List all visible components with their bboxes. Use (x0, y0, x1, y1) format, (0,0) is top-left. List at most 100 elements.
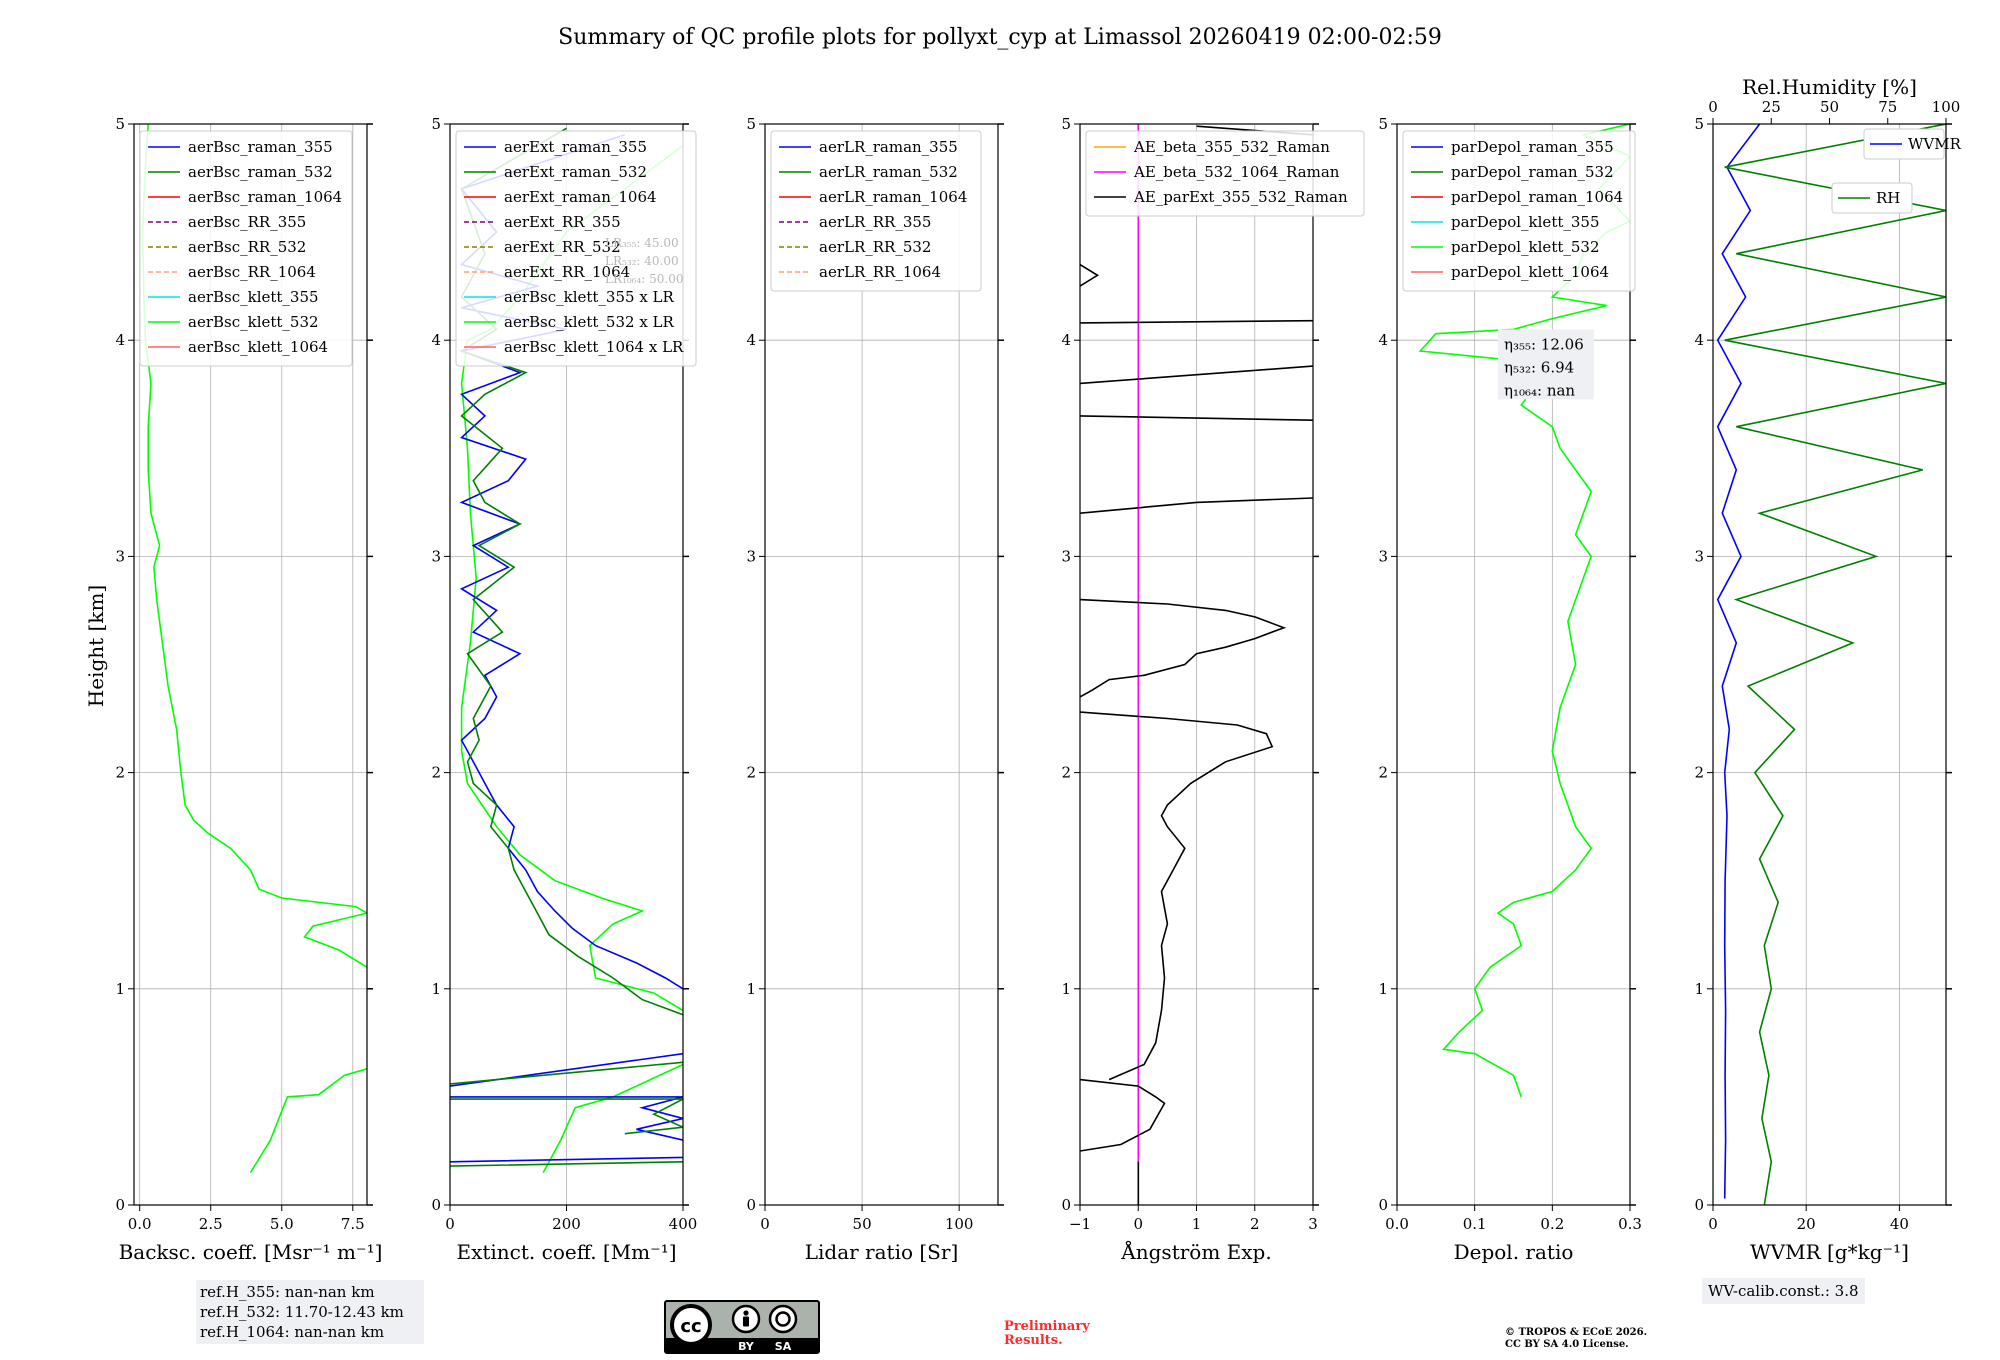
plot-frame (1712, 123, 1947, 1206)
legend-label: aerBsc_raman_355 (188, 138, 333, 156)
y-tick-label: 3 (1378, 547, 1388, 565)
legend-label: parDepol_raman_1064 (1451, 188, 1623, 206)
x-tick-label: 3 (1308, 1215, 1318, 1233)
x-axis-label: Depol. ratio (1454, 1240, 1574, 1264)
legend-label: aerBsc_raman_532 (188, 163, 333, 181)
y-tick-label: 2 (115, 764, 125, 782)
preliminary-note: Preliminary Results. (1004, 1320, 1090, 1348)
legend-label: aerBsc_klett_1064 x LR (504, 338, 684, 356)
legend-label: aerBsc_raman_1064 (188, 188, 342, 206)
legend-WVMR: WVMR (1863, 128, 1962, 160)
legend-label: parDepol_klett_1064 (1451, 263, 1609, 281)
x-tick-label: 0 (760, 1215, 770, 1233)
series-WVMR (1716, 124, 1761, 1199)
sa-icon (768, 1304, 798, 1334)
legend-box (1085, 130, 1365, 217)
x-tick-label: 50 (853, 1215, 872, 1233)
legend-label: aerBsc_klett_532 x LR (504, 313, 675, 331)
legend-label: WVMR (1908, 135, 1962, 153)
legend: AE_beta_355_532_Raman AE_beta_532_1064_Ra… (1085, 130, 1365, 217)
x-tick-label: 100 (945, 1215, 974, 1233)
y-tick-label: 5 (1694, 115, 1704, 133)
eta-value: η₃₅₅: 12.06 (1504, 335, 1584, 353)
legend: aerBsc_raman_355 aerBsc_raman_532 aerBsc_r… (139, 130, 353, 367)
y-tick-label: 5 (115, 115, 125, 133)
legend-box (455, 130, 697, 367)
legend-box (1863, 128, 1945, 160)
x-tick-label: 5.0 (270, 1215, 294, 1233)
legend-label: RH (1876, 189, 1900, 207)
y-tick-label: 2 (746, 764, 756, 782)
series-aerExt_raman_355 (450, 134, 683, 1163)
reference-height-info: ref.H_355: nan-nan km ref.H_532: 11.70-1… (196, 1280, 424, 1344)
y-tick-label: 2 (1378, 764, 1388, 782)
y-tick-label: 2 (1694, 764, 1704, 782)
series-aerExt_raman_532 (450, 127, 683, 1167)
x-tick-label: 0.0 (128, 1215, 152, 1233)
series-AE_parExt_355_532_Raman (1080, 125, 1313, 1205)
x-tick-label: 200 (552, 1215, 581, 1233)
eta-value: η₁₀₆₄: nan (1504, 381, 1575, 399)
legend-label: aerBsc_klett_1064 (188, 338, 328, 356)
ref-height-355: ref.H_355: nan-nan km (200, 1283, 375, 1301)
y-tick-label: 5 (1378, 115, 1388, 133)
legend-label: aerBsc_RR_532 (188, 238, 306, 256)
legend-label: aerLR_RR_355 (819, 213, 931, 231)
x-tick-label: 400 (669, 1215, 698, 1233)
y-tick-label: 5 (1061, 115, 1071, 133)
legend-label: aerBsc_RR_355 (188, 213, 306, 231)
legend-box (1831, 182, 1913, 214)
legend-label: AE_beta_532_1064_Raman (1133, 163, 1340, 181)
series-aerBsc_klett_532 (141, 124, 367, 1174)
x-tick-label: 20 (1797, 1215, 1816, 1233)
legend-label: aerExt_raman_355 (504, 138, 647, 156)
legend-label: aerBsc_RR_1064 (188, 263, 316, 281)
y-tick-label: 0 (115, 1196, 125, 1214)
lidar-ratio-note: LR₁₀₆₄: 50.00 (605, 272, 683, 286)
y-tick-label: 4 (1378, 331, 1388, 349)
x-axis-label: Extinct. coeff. [Mm⁻¹] (456, 1240, 676, 1264)
y-axis-label: Height [km] (84, 585, 108, 707)
y-tick-label: 0 (1694, 1196, 1704, 1214)
legend-RH: RH (1831, 182, 1913, 214)
legend-label: aerBsc_klett_532 (188, 313, 319, 331)
series-group (141, 124, 367, 1174)
cc-icon (670, 1304, 712, 1346)
y-tick-label: 4 (115, 331, 125, 349)
legend-label: aerExt_RR_1064 (504, 263, 630, 281)
copyright-line-1: © TROPOS & ECoE 2026. (1505, 1327, 1648, 1338)
series-RH (1724, 124, 1946, 1205)
top-axis-label: Rel.Humidity [%] (1742, 75, 1917, 99)
top-x-tick-label: 25 (1762, 98, 1781, 116)
legend-label: aerExt_RR_355 (504, 213, 621, 231)
figure-title: Summary of QC profile plots for pollyxt_… (558, 25, 1442, 50)
y-tick-label: 1 (746, 980, 756, 998)
x-tick-label: 0.3 (1618, 1215, 1642, 1233)
y-tick-label: 2 (431, 764, 441, 782)
x-tick-label: 40 (1890, 1215, 1909, 1233)
legend-label: aerLR_raman_532 (819, 163, 958, 181)
x-axis-label: Lidar ratio [Sr] (805, 1240, 959, 1264)
copyright-line-2: CC BY SA 4.0 License. (1505, 1339, 1629, 1350)
x-tick-label: 0.1 (1463, 1215, 1487, 1233)
x-tick-label: 7.5 (341, 1215, 365, 1233)
legend-box (1402, 130, 1636, 292)
y-tick-label: 4 (746, 331, 756, 349)
legend-label: parDepol_raman_355 (1451, 138, 1614, 156)
y-tick-label: 3 (431, 547, 441, 565)
plot-frame (1396, 123, 1631, 1206)
legend-label: aerLR_RR_532 (819, 238, 931, 256)
y-tick-label: 3 (115, 547, 125, 565)
panel-6: 0 20 40 0 1 2 3 4 5 WVMR [g*kg⁻¹] 0 25 50 75 100 Rel.Hu… (1694, 75, 1961, 1264)
legend-label: aerBsc_klett_355 (188, 288, 319, 306)
plot-frame (133, 123, 368, 1206)
y-tick-label: 1 (1378, 980, 1388, 998)
svg-text:cc: cc (680, 1316, 701, 1337)
y-tick-label: 1 (115, 980, 125, 998)
cc-by-sa-badge: cc BY SA (664, 1300, 820, 1354)
y-tick-label: 4 (431, 331, 441, 349)
x-axis-label: Ångström Exp. (1120, 1239, 1271, 1264)
y-tick-label: 3 (746, 547, 756, 565)
